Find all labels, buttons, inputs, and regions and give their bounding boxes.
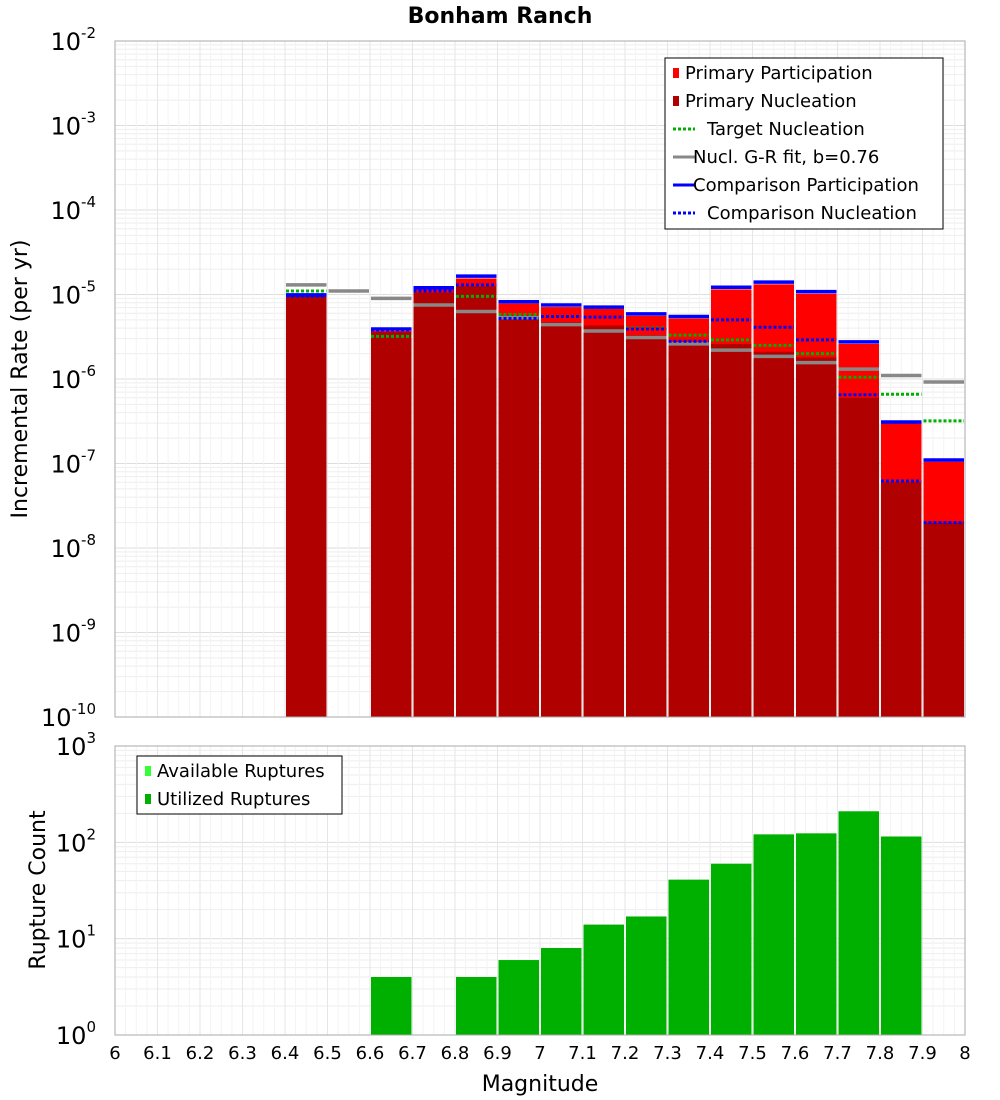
top-y-axis-label: Incremental Rate (per yr) xyxy=(8,240,33,519)
primary-nucleation-legend-label: Primary Nucleation xyxy=(685,91,857,112)
y-tick-label: 10-7 xyxy=(50,447,96,479)
primary-nucleation-bar xyxy=(626,335,667,717)
x-tick-label: 6.2 xyxy=(186,1043,215,1064)
primary-nucleation-bar xyxy=(881,482,922,717)
x-tick-label: 7.2 xyxy=(611,1043,640,1064)
y-tick-label: 10-4 xyxy=(50,193,96,225)
x-tick-label: 7.1 xyxy=(568,1043,597,1064)
primary-nucleation-bar xyxy=(668,343,709,717)
legend-box xyxy=(136,755,343,815)
y-tick-label: 10-5 xyxy=(50,278,96,310)
x-tick-label: 6.8 xyxy=(441,1043,470,1064)
primary-participation-legend-swatch xyxy=(673,68,679,78)
y-tick-label: 100 xyxy=(56,1018,96,1050)
x-tick-label: 6.7 xyxy=(398,1043,427,1064)
primary-nucleation-bar xyxy=(498,319,539,717)
x-tick-labels: 6 6.1 6.2 6.3 6.4 6.5 6.6 6.7 6.8 6.9 7 7.1 7.2 7.3 7.… xyxy=(109,1043,970,1064)
primary-nucleation-bar xyxy=(541,322,582,717)
utilized-ruptures-bar xyxy=(838,811,879,1035)
y-tick-label: 101 xyxy=(56,922,96,954)
x-tick-label: 6.1 xyxy=(143,1043,172,1064)
utilized-ruptures-legend-label: Utilized Ruptures xyxy=(157,789,310,810)
y-tick-label: 10-3 xyxy=(50,109,96,141)
y-tick-label: 103 xyxy=(56,729,96,761)
primary-nucleation-bar xyxy=(711,343,752,717)
utilized-ruptures-bar xyxy=(796,833,837,1035)
bottom-bars xyxy=(371,811,922,1035)
primary-nucleation-bar xyxy=(796,357,837,717)
utilized-ruptures-bar xyxy=(881,836,922,1035)
top-legend: Primary Participation Primary Nucleation T… xyxy=(664,57,944,230)
utilized-ruptures-bar xyxy=(753,834,794,1035)
top-y-tick-labels: 10-10 10-9 10-8 10-7 10-6 10-5 10-4 10-3 10-2 xyxy=(41,24,96,732)
x-tick-label: 7.9 xyxy=(908,1043,937,1064)
utilized-ruptures-bar xyxy=(626,916,667,1035)
primary-nucleation-bar xyxy=(456,286,497,717)
y-tick-label: 10-8 xyxy=(50,531,96,563)
bottom-y-tick-labels: 100 101 102 103 xyxy=(56,729,96,1050)
x-tick-label: 7.6 xyxy=(781,1043,810,1064)
utilized-ruptures-bar xyxy=(711,863,752,1035)
x-tick-label: 7.7 xyxy=(823,1043,852,1064)
x-axis-label: Magnitude xyxy=(482,1072,599,1097)
x-tick-label: 6.4 xyxy=(271,1043,300,1064)
chart-title: Bonham Ranch xyxy=(408,4,593,29)
x-tick-label: 6.9 xyxy=(483,1043,512,1064)
legend-box xyxy=(664,57,944,230)
top-lines xyxy=(286,274,964,525)
comparison-nucleation-legend-label: Comparison Nucleation xyxy=(707,203,917,224)
primary-participation-legend-label: Primary Participation xyxy=(685,63,873,84)
x-tick-label: 6.3 xyxy=(228,1043,257,1064)
utilized-ruptures-legend-swatch xyxy=(145,794,151,804)
x-tick-label: 6.6 xyxy=(356,1043,385,1064)
x-tick-label: 7.8 xyxy=(866,1043,895,1064)
utilized-ruptures-bar xyxy=(668,879,709,1035)
available-ruptures-legend-swatch xyxy=(145,766,151,776)
x-tick-label: 8 xyxy=(959,1043,970,1064)
utilized-ruptures-bar xyxy=(583,924,624,1035)
y-tick-label: 102 xyxy=(56,825,96,857)
y-tick-label: 10-10 xyxy=(41,700,96,732)
primary-nucleation-bar xyxy=(838,397,879,717)
utilized-ruptures-bar xyxy=(456,977,497,1035)
top-plot-frame xyxy=(114,40,966,718)
x-tick-label: 7.4 xyxy=(696,1043,725,1064)
top-plot: 10-10 10-9 10-8 10-7 10-6 10-5 10-4 10-3 10-2 In… xyxy=(8,24,966,732)
y-tick-label: 10-2 xyxy=(50,24,96,56)
utilized-ruptures-bar xyxy=(371,977,412,1035)
x-tick-label: 6.5 xyxy=(313,1043,342,1064)
primary-nucleation-bar xyxy=(583,325,624,717)
primary-nucleation-bar xyxy=(371,331,412,717)
x-tick-label: 7 xyxy=(534,1043,545,1064)
utilized-ruptures-bar xyxy=(541,948,582,1035)
top-bars xyxy=(286,278,964,717)
utilized-ruptures-bar xyxy=(498,960,539,1035)
x-tick-label: 6 xyxy=(109,1043,120,1064)
primary-nucleation-legend-swatch xyxy=(673,96,679,106)
x-tick-label: 7.3 xyxy=(653,1043,682,1064)
x-tick-label: 7.5 xyxy=(738,1043,767,1064)
primary-nucleation-bar xyxy=(286,296,327,717)
comparison-participation-legend-label: Comparison Participation xyxy=(693,175,919,196)
bottom-y-axis-label: Rupture Count xyxy=(26,810,51,970)
bottom-plot-frame xyxy=(114,745,966,1036)
target-nucleation-legend-label: Target Nucleation xyxy=(706,119,865,140)
nucl-g-r-fit-b-0-76-legend-label: Nucl. G-R fit, b=0.76 xyxy=(693,147,879,168)
available-ruptures-legend-label: Available Ruptures xyxy=(157,761,325,782)
y-tick-label: 10-9 xyxy=(50,616,96,648)
bottom-legend: Available Ruptures Utilized Ruptures xyxy=(136,755,343,815)
bottom-plot: 100 101 102 103 6 6.1 6.2 6.3 6.4 6.5 6.6 6.7 6.8 6.… xyxy=(26,729,971,1097)
primary-nucleation-bar xyxy=(753,351,794,717)
y-tick-label: 10-6 xyxy=(50,362,96,394)
primary-nucleation-bar xyxy=(923,522,964,717)
primary-nucleation-bar xyxy=(413,292,454,717)
